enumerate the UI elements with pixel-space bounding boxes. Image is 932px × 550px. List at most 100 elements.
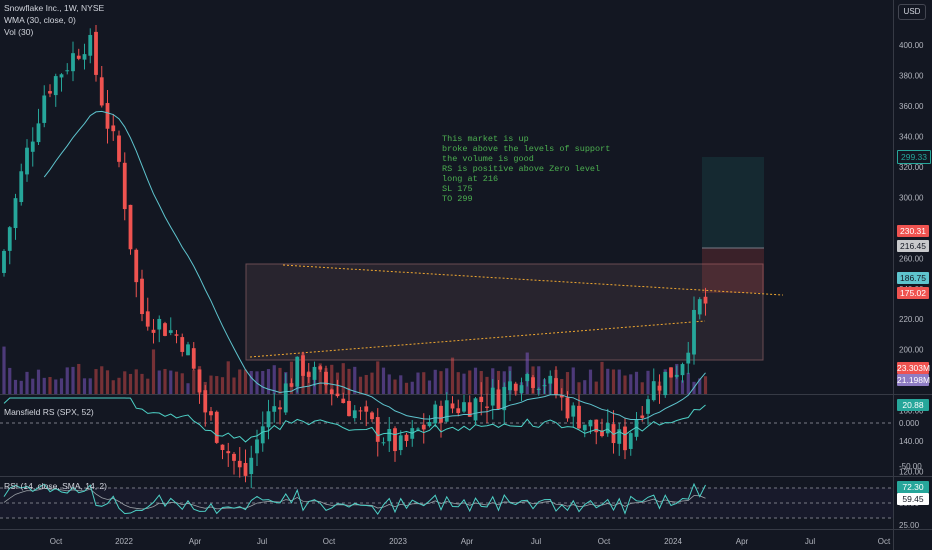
y-tick-label: 120.00 — [899, 468, 924, 477]
candle-body — [686, 352, 691, 364]
x-tick-label: Oct — [878, 537, 891, 546]
candle-body — [289, 383, 294, 387]
volume-bar — [146, 378, 150, 394]
y-tick-label: 260.00 — [899, 254, 924, 263]
candle-body — [617, 429, 622, 444]
volume-bar — [623, 375, 627, 394]
x-tick-label: 2022 — [115, 537, 133, 546]
volume-bar — [646, 370, 650, 394]
note-line: TO 299 — [442, 194, 473, 204]
volume-bar — [427, 380, 432, 394]
candle-body — [255, 439, 259, 454]
volume-bar — [13, 379, 18, 394]
volume-bar — [416, 372, 420, 394]
volume-bar — [560, 378, 564, 394]
volume-bar — [82, 378, 87, 394]
candle-body — [2, 250, 6, 273]
candle-body — [226, 451, 231, 454]
candle-body — [347, 400, 351, 417]
candle-body — [48, 91, 52, 94]
volume-bar — [169, 370, 173, 394]
candle-body — [214, 411, 219, 443]
currency-button[interactable]: USD — [898, 4, 926, 20]
candle-body — [312, 366, 317, 380]
volume-bar — [456, 372, 460, 394]
rs-legend[interactable]: Mansfield RS (SPX, 52) — [4, 407, 94, 417]
volume-bar — [341, 363, 345, 394]
volume-bar — [226, 361, 230, 394]
volume-bar — [174, 371, 179, 394]
volume-bar — [640, 382, 644, 394]
candle-body — [209, 411, 213, 416]
volume-bar — [565, 372, 570, 394]
volume-bar — [675, 363, 679, 394]
volume-bar — [600, 361, 604, 394]
candle-body — [508, 381, 512, 391]
candle-body — [191, 348, 196, 369]
candle-body — [157, 318, 162, 330]
candle-body — [243, 463, 248, 476]
candle-body — [59, 74, 64, 78]
y-tick-label: 400.00 — [899, 41, 924, 50]
y-tick-label: 160.00 — [899, 407, 924, 416]
volume-bar — [186, 383, 190, 394]
volume-bar — [232, 377, 236, 394]
support-trendline — [249, 320, 706, 358]
note-line: RS is positive above Zero level — [442, 164, 600, 174]
volume-bar — [468, 370, 472, 394]
volume-bar — [105, 370, 110, 394]
x-tick-label: Oct — [323, 537, 336, 546]
volume-legend[interactable]: Vol (30) — [4, 27, 34, 37]
volume-bar — [686, 372, 690, 394]
candle-body — [318, 366, 323, 370]
candle-body — [623, 426, 627, 451]
target-price-badge: 299.33 — [897, 150, 931, 164]
indicator-lines — [3, 110, 706, 516]
candle-body — [628, 433, 633, 449]
y-tick-label: 340.00 — [899, 132, 924, 141]
x-tick-label: Jul — [805, 537, 815, 546]
volume-bar — [220, 377, 225, 394]
candle-body — [531, 377, 535, 388]
candle-body — [571, 405, 576, 417]
volume-bar — [473, 367, 478, 394]
note-line: broke above the levels of support — [442, 144, 610, 154]
wma-legend[interactable]: WMA (30, close, 0) — [4, 15, 76, 25]
x-tick-label: Apr — [189, 537, 202, 546]
candle-body — [433, 404, 438, 424]
volume-bar — [243, 369, 248, 394]
symbol-title[interactable]: Snowflake Inc., 1W, NYSE — [4, 3, 105, 13]
volume-bar — [485, 376, 489, 394]
candle-body — [105, 103, 110, 129]
candle-body — [450, 403, 455, 409]
volume-bar — [25, 371, 29, 394]
candle-body — [168, 330, 173, 333]
candle-body — [640, 415, 645, 418]
candle-body — [249, 457, 254, 475]
volume-bar — [606, 368, 610, 394]
note-line: the volume is good — [442, 154, 534, 164]
rsi-line — [3, 482, 706, 516]
candle-body — [594, 419, 599, 433]
candle-body — [358, 410, 363, 412]
volume-bar — [410, 381, 414, 394]
volume-bar — [59, 378, 64, 394]
volume-bar — [117, 377, 121, 394]
rsi-ma-badge: 59.45 — [897, 493, 929, 505]
x-tick-label: Jul — [531, 537, 541, 546]
volume-bar — [157, 370, 161, 394]
volume-bar — [261, 370, 265, 394]
consolidation-box — [245, 263, 764, 361]
candle-body — [306, 372, 311, 377]
volume-ma-badge: 21.198M — [897, 374, 931, 386]
candle-body — [467, 402, 472, 417]
mansfield-rs-line — [3, 397, 706, 443]
rsi-legend[interactable]: RSI (14, close, SMA, 14, 2) — [4, 481, 107, 491]
candle-body — [611, 424, 616, 444]
volume-bar — [450, 357, 455, 394]
analysis-note: This market is up broke above the levels… — [442, 134, 610, 204]
volume-bar — [698, 378, 702, 394]
candle-body — [341, 398, 346, 404]
rs-tick-label: 0.000 — [899, 419, 920, 428]
